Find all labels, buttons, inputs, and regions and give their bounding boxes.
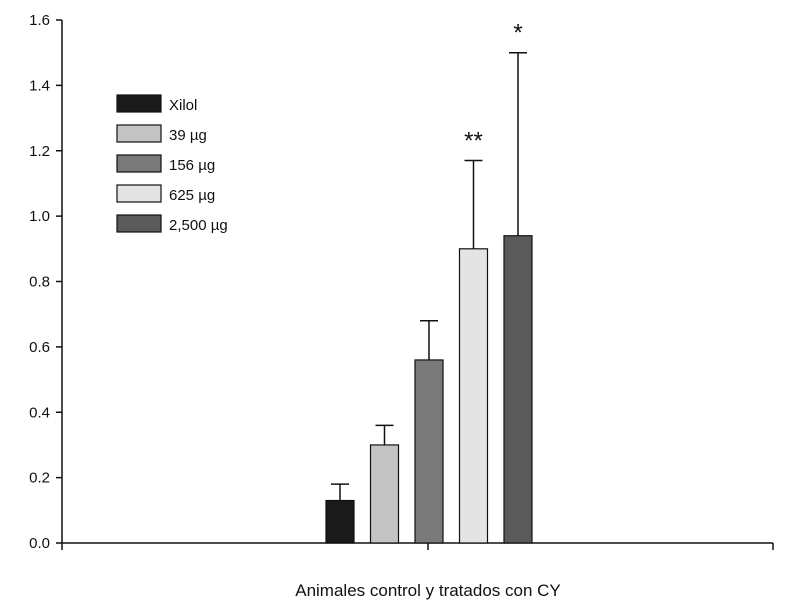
bar	[414, 359, 444, 544]
y-tick-label: 0.2	[29, 470, 50, 487]
legend-label: 625 µg	[169, 187, 215, 204]
y-tick-label: 1.2	[29, 143, 50, 160]
legend-swatch	[116, 184, 162, 203]
legend-swatch	[116, 214, 162, 233]
legend-label: Xilol	[169, 97, 197, 114]
y-tick-label: 1.6	[29, 12, 50, 29]
significance-label: *	[513, 20, 522, 47]
y-axis: 0.0 0.2 0.4 0.6 0.8 1.0 1.2 1.4 1.6	[29, 12, 63, 552]
x-axis	[61, 542, 774, 550]
bar	[369, 444, 400, 544]
y-tick-label: 1.4	[29, 77, 50, 94]
legend-swatch	[116, 124, 162, 143]
y-tick-label: 0.4	[29, 404, 50, 421]
legend-label: 2,500 µg	[169, 217, 228, 234]
legend-label: 156 µg	[169, 157, 215, 174]
y-tick-label: 0.0	[29, 535, 50, 552]
y-tick-label: 1.0	[29, 208, 50, 225]
x-axis-title: Animales control y tratados con CY	[295, 581, 561, 600]
y-tick-label: 0.8	[29, 274, 50, 291]
bar	[503, 235, 533, 544]
y-tick-label: 0.6	[29, 339, 50, 356]
legend-label: 39 µg	[169, 127, 207, 144]
legend: Xilol 39 µg 156 µg 625 µg 2,500 µg	[116, 94, 228, 234]
bars: ***	[325, 20, 533, 544]
bar	[325, 499, 355, 544]
legend-swatch	[116, 154, 162, 173]
significance-label: **	[464, 128, 483, 155]
bar	[458, 248, 489, 544]
legend-swatch	[116, 94, 162, 113]
